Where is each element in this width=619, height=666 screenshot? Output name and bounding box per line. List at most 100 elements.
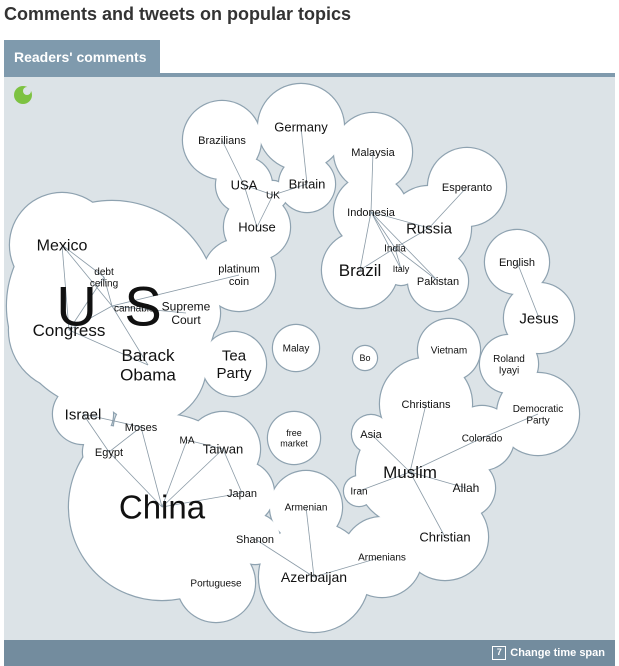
bubble-label-britain: Britain <box>289 177 326 192</box>
bubble-label-teaparty: Tea Party <box>216 348 252 382</box>
bubble-label-pakistan: Pakistan <box>417 276 459 288</box>
link-muslim-colorado <box>409 437 483 473</box>
bubble-teaparty[interactable] <box>202 332 266 396</box>
bubble-label-china: China <box>119 489 206 526</box>
link-indonesia-russia <box>370 211 430 229</box>
bubble-label-asia: Asia <box>360 429 382 441</box>
bubble-label-armenians: Armenians <box>358 553 406 564</box>
bubble-label-christian: Christian <box>419 530 470 545</box>
link-indonesia-pakistan <box>370 211 439 282</box>
link-colorado-democratic <box>481 413 539 439</box>
bubble-label-japan: Japan <box>227 488 257 500</box>
bubble-label-shanon: Shanon <box>236 534 274 546</box>
link-armenians-azerbaijan <box>313 556 383 578</box>
bubble-portuguese[interactable] <box>177 544 255 622</box>
bubble-freemarket[interactable] <box>268 412 320 464</box>
bubble-visualization-panel: U S Mexico debt ceiling cannabis Supreme Court… <box>4 77 615 640</box>
link-indonesia-india <box>370 211 396 249</box>
link-english-jesus <box>516 261 540 319</box>
link-taiwan-china <box>161 448 224 508</box>
link-mexico-debt <box>61 244 105 278</box>
link-usa-brazilians <box>221 139 245 186</box>
link-congress-obama <box>68 329 149 366</box>
link-us-supreme <box>111 305 187 314</box>
bubble-label-us: U S <box>56 275 167 338</box>
bubble-label-egypt: Egypt <box>95 447 123 459</box>
link-india-pakistan <box>394 247 439 282</box>
link-us-obama <box>111 305 149 366</box>
link-moses-egypt <box>108 426 142 453</box>
bubble-label-bo: Bo <box>359 353 370 363</box>
bubble-label-roland: Roland Iyayi <box>493 354 525 377</box>
link-taiwan-japan <box>222 448 243 494</box>
bubble-label-supreme: Supreme Court <box>162 299 211 327</box>
bubble-label-jesus: Jesus <box>519 310 558 327</box>
link-muslim-iran <box>358 471 411 492</box>
link-muslim-christian <box>409 471 446 538</box>
bubble-label-azerbaijan: Azerbaijan <box>281 569 347 585</box>
bubble-label-esperanto: Esperanto <box>442 182 492 194</box>
bubble-label-armenian: Armenian <box>285 503 328 514</box>
link-egypt-china <box>108 451 163 508</box>
bubble-bo[interactable] <box>353 346 377 370</box>
bubble-label-uk: UK <box>266 191 280 202</box>
bubble-label-mexico: Mexico <box>37 238 88 255</box>
bubble-label-malaysia: Malaysia <box>351 147 395 159</box>
bubble-label-house: House <box>238 220 276 235</box>
bubble-roland[interactable] <box>480 335 538 393</box>
link-christians-muslim <box>409 403 427 473</box>
link-britain-germany <box>300 126 308 185</box>
bubble-label-democratic: Democratic Party <box>513 404 564 427</box>
bubble-label-brazil: Brazil <box>339 261 382 280</box>
link-israel-egypt <box>82 413 110 453</box>
bubble-label-obama: Barack Obama <box>120 346 176 385</box>
link-malaysia-indonesia <box>370 151 374 213</box>
bubble-label-germany: Germany <box>274 120 328 135</box>
page-title: Comments and tweets on popular topics <box>4 4 352 24</box>
link-us-platinum <box>111 274 240 307</box>
link-india-brazil <box>359 247 396 271</box>
bubble-vietnam[interactable] <box>418 319 480 381</box>
bubble-label-malay: Malay <box>283 344 310 355</box>
bubble-label-india: India <box>384 244 406 255</box>
change-time-span-button[interactable]: 7 Change time span <box>492 644 605 662</box>
bubble-label-iran: Iran <box>350 487 367 498</box>
link-israel-moses <box>82 413 142 428</box>
bubble-label-russia: Russia <box>406 220 453 237</box>
bubble-label-portuguese: Portuguese <box>190 579 242 590</box>
bubble-label-indonesia: Indonesia <box>347 207 396 219</box>
tab-bar: Readers' comments <box>4 40 615 77</box>
link-armenian-azerbaijan <box>305 506 315 578</box>
bubble-label-allah: Allah <box>453 481 480 495</box>
bubble-malay[interactable] <box>273 325 319 371</box>
bubble-label-freemarket: free market <box>280 428 308 448</box>
link-usa-house <box>243 184 258 228</box>
link-shanon-azerbaijan <box>254 538 315 578</box>
link-indonesia-brazil <box>359 211 372 271</box>
change-time-span-label: Change time span <box>510 647 605 659</box>
link-moses-china <box>140 426 163 508</box>
link-muslim-allah <box>409 471 467 489</box>
bubble-label-english: English <box>499 257 535 269</box>
bubble-label-moses: Moses <box>125 422 158 434</box>
calendar-icon: 7 <box>492 646 507 660</box>
bubble-label-colorado: Colorado <box>462 434 503 445</box>
link-us-debt <box>103 276 113 307</box>
link-russia-esperanto <box>428 186 468 229</box>
link-ma-taiwan <box>186 439 224 450</box>
bubble-label-taiwan: Taiwan <box>203 442 243 457</box>
bubble-label-christians: Christians <box>402 399 451 411</box>
link-asia-muslim <box>370 433 411 473</box>
link-indonesia-italy <box>370 211 402 270</box>
bubble-label-muslim: Muslim <box>383 463 437 482</box>
link-uk-britain <box>272 183 308 196</box>
bubble-label-brazilians: Brazilians <box>198 135 246 147</box>
link-russia-india <box>394 227 430 249</box>
tab-readers-comments[interactable]: Readers' comments <box>4 40 160 73</box>
link-ma-china <box>161 439 188 508</box>
link-mexico-congress <box>61 244 70 331</box>
link-us-mexico <box>61 244 113 307</box>
bubble-label-italy: Italy <box>393 264 410 274</box>
link-usa-uk <box>243 184 274 196</box>
